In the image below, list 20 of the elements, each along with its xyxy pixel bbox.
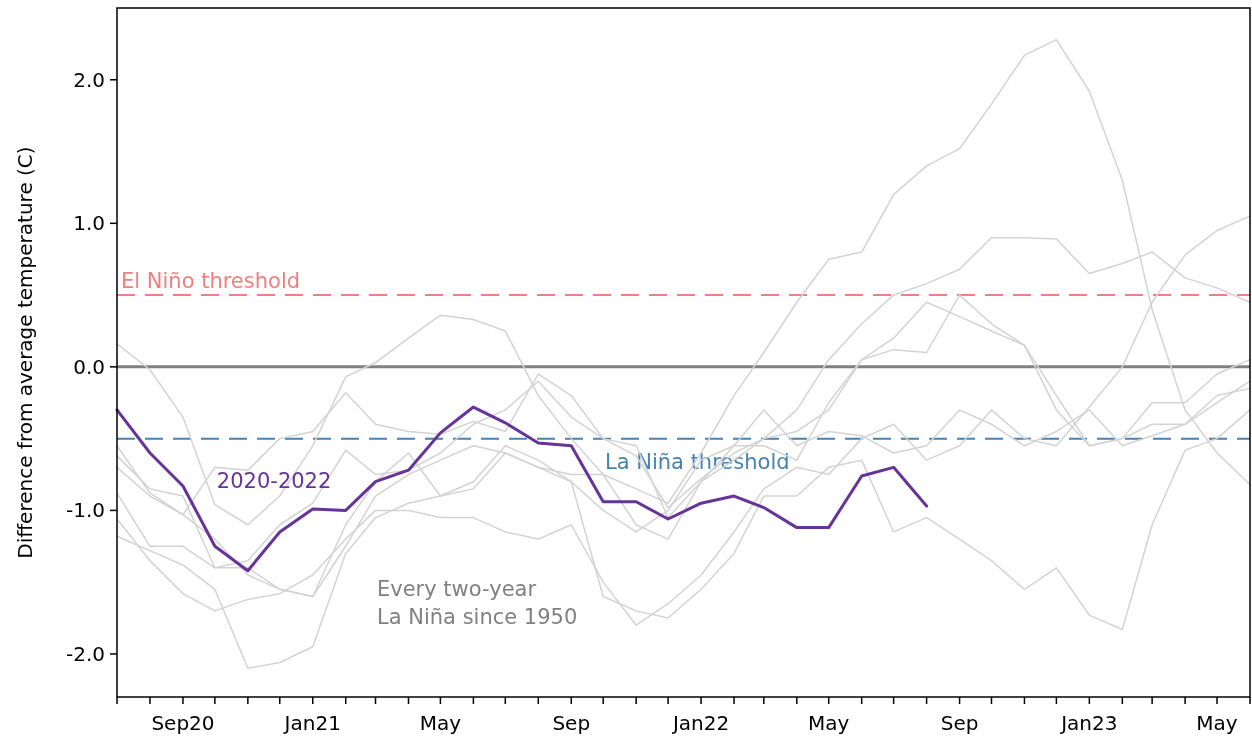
- x-tick-label: May: [1196, 711, 1238, 735]
- y-tick-label: 0.0: [73, 354, 105, 379]
- series-label: 2020-2022: [216, 469, 332, 493]
- ref-line-label: El Niño threshold: [121, 269, 301, 294]
- annotation: Every two-year La Niña since 1950: [377, 577, 578, 629]
- x-tick-label: Sep20: [151, 711, 215, 735]
- y-tick-label: 2.0: [73, 67, 105, 92]
- x-tick-label: May: [419, 711, 462, 735]
- x-tick-label: Jan23: [1059, 711, 1118, 735]
- y-tick-label: 1.0: [73, 211, 105, 236]
- y-tick-label: -2.0: [65, 641, 105, 666]
- y-axis-title: Difference from average temperature (C): [13, 146, 37, 559]
- x-tick-label: Jan21: [282, 711, 341, 735]
- x-tick-label: Jan22: [670, 711, 730, 735]
- ref-line-label: La Niña threshold: [605, 449, 790, 474]
- line-series: [115, 405, 929, 573]
- x-tick-label: Sep: [940, 711, 979, 735]
- x-tick-label: Sep: [552, 711, 591, 735]
- x-tick-label: May: [808, 711, 850, 735]
- y-tick-label: -1.0: [65, 498, 105, 523]
